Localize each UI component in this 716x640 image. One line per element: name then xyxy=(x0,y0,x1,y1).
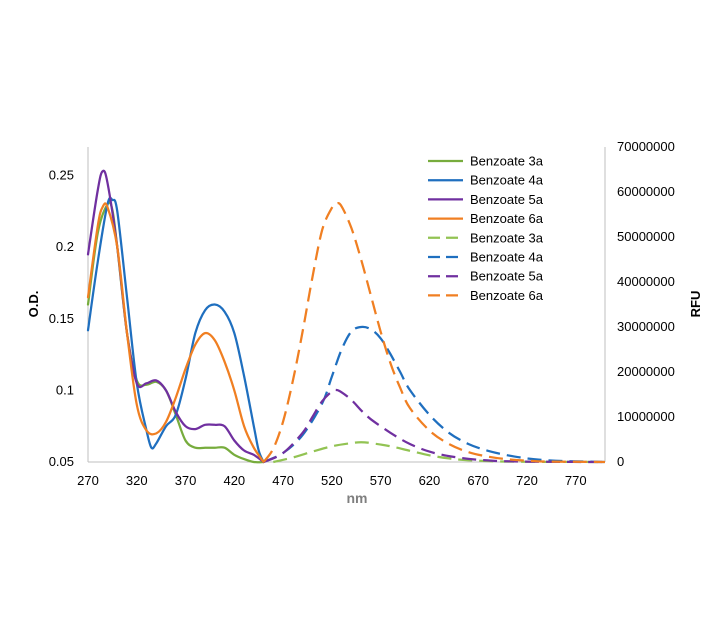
y-right-tick-label: 40000000 xyxy=(617,274,675,289)
series-line-benzoate-5a-rfu xyxy=(263,388,606,464)
legend-label: Benzoate 4a xyxy=(470,173,544,188)
y-right-tick-label: 60000000 xyxy=(617,184,675,199)
x-tick-label: 620 xyxy=(419,473,441,488)
y-left-ticks: 0.05 0.1 0.15 0.2 0.25 xyxy=(49,168,74,469)
series-line-benzoate-3a-od xyxy=(86,201,265,464)
legend-label: Benzoate 4a xyxy=(470,250,544,265)
legend-label: Benzoate 6a xyxy=(470,288,544,303)
legend-label: Benzoate 3a xyxy=(470,154,544,169)
x-tick-label: 270 xyxy=(77,473,99,488)
x-tick-label: 720 xyxy=(516,473,538,488)
y-left-tick-label: 0.25 xyxy=(49,168,74,183)
y-right-ticks: 0 10000000 20000000 30000000 40000000 5000000… xyxy=(617,139,675,469)
x-tick-label: 370 xyxy=(175,473,197,488)
series-line-benzoate-5a-od xyxy=(86,169,265,464)
series-line-benzoate-4a-od xyxy=(86,196,265,464)
legend-label: Benzoate 5a xyxy=(470,269,544,284)
y-right-tick-label: 70000000 xyxy=(617,139,675,154)
series-line-benzoate-4a-rfu xyxy=(263,325,606,464)
y-left-tick-label: 0.2 xyxy=(56,239,74,254)
series-group xyxy=(86,169,606,464)
y-right-tick-label: 10000000 xyxy=(617,409,675,424)
x-tick-label: 520 xyxy=(321,473,343,488)
legend-label: Benzoate 3a xyxy=(470,230,544,245)
y-axis-right-title: RFU xyxy=(688,291,703,318)
x-tick-label: 420 xyxy=(223,473,245,488)
series-line-benzoate-6a-od xyxy=(86,202,265,464)
y-right-tick-label: 30000000 xyxy=(617,319,675,334)
series-line-benzoate-6a-rfu xyxy=(262,201,606,464)
series-line-benzoate-3a-rfu xyxy=(273,441,606,464)
x-tick-label: 470 xyxy=(272,473,294,488)
x-tick-label: 770 xyxy=(565,473,587,488)
y-left-tick-label: 0.1 xyxy=(56,382,74,397)
legend-label: Benzoate 5a xyxy=(470,192,544,207)
legend: Benzoate 3a Benzoate 4a Benzoate 5a Benzoat… xyxy=(428,154,544,303)
x-tick-label: 570 xyxy=(370,473,392,488)
x-tick-label: 320 xyxy=(126,473,148,488)
x-ticks: 270 320 370 420 470 520 570 620 670 720 770 xyxy=(77,473,586,488)
y-right-tick-label: 0 xyxy=(617,454,624,469)
y-right-tick-label: 50000000 xyxy=(617,229,675,244)
legend-label: Benzoate 6a xyxy=(470,211,544,226)
y-right-tick-label: 20000000 xyxy=(617,364,675,379)
y-axis-left-title: O.D. xyxy=(26,291,41,318)
y-left-tick-label: 0.15 xyxy=(49,311,74,326)
y-left-tick-label: 0.05 xyxy=(49,454,74,469)
x-tick-label: 670 xyxy=(467,473,489,488)
x-axis-title: nm xyxy=(347,490,368,506)
